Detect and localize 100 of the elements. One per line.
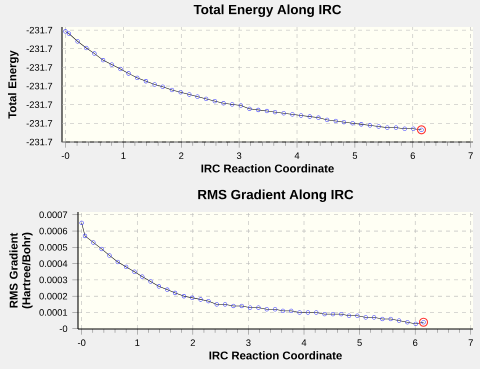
point bbox=[231, 304, 236, 308]
x-tick-label: 1 bbox=[121, 152, 126, 159]
x-tick-label: 7 bbox=[468, 152, 473, 159]
point bbox=[222, 302, 228, 306]
point bbox=[342, 120, 346, 124]
text: -231.7 bbox=[26, 45, 52, 52]
point bbox=[339, 312, 344, 316]
point bbox=[280, 308, 286, 313]
point bbox=[418, 318, 428, 327]
point bbox=[256, 305, 261, 310]
point bbox=[165, 288, 170, 292]
point bbox=[116, 260, 120, 264]
y-tick-label: 0.0005 bbox=[39, 244, 68, 251]
point bbox=[359, 122, 364, 126]
point bbox=[100, 246, 104, 252]
point bbox=[372, 315, 376, 320]
point bbox=[385, 125, 390, 130]
x-axis-title: IRC Reaction Coordinate bbox=[210, 351, 342, 360]
text: -231.7 bbox=[26, 26, 52, 34]
point bbox=[135, 76, 140, 80]
point bbox=[107, 253, 112, 258]
point bbox=[402, 126, 407, 131]
point bbox=[330, 312, 336, 316]
x-tick-label: 3 bbox=[236, 152, 242, 159]
point bbox=[256, 108, 260, 112]
point bbox=[297, 310, 302, 315]
point bbox=[214, 302, 219, 306]
x-tick-label: 6 bbox=[413, 339, 418, 346]
text: -231.7 bbox=[26, 101, 52, 108]
point bbox=[380, 316, 385, 322]
point bbox=[80, 220, 84, 226]
point bbox=[156, 284, 162, 289]
point bbox=[272, 110, 278, 114]
point bbox=[198, 297, 203, 302]
point bbox=[190, 296, 194, 300]
point bbox=[66, 32, 72, 36]
x-tick-label: 4 bbox=[302, 339, 306, 346]
point bbox=[247, 106, 252, 111]
point bbox=[308, 114, 312, 119]
text: -231.7 bbox=[26, 120, 52, 127]
point bbox=[394, 125, 398, 130]
y-tick-label: 0.0002 bbox=[39, 292, 68, 300]
point bbox=[221, 101, 226, 106]
point bbox=[178, 90, 183, 94]
point bbox=[124, 264, 128, 270]
point bbox=[144, 79, 148, 84]
point bbox=[230, 102, 234, 107]
point bbox=[414, 322, 418, 326]
text: -231.7 bbox=[26, 82, 52, 90]
x-tick-label: 4 bbox=[294, 152, 300, 159]
point bbox=[350, 121, 355, 126]
point bbox=[368, 123, 372, 128]
point bbox=[110, 62, 114, 67]
point bbox=[172, 290, 178, 296]
point bbox=[316, 116, 321, 120]
point bbox=[206, 298, 211, 304]
point bbox=[290, 112, 295, 116]
x-tick-label: 2 bbox=[190, 339, 195, 346]
y-tick-label: 0.0001 bbox=[39, 309, 68, 316]
x-tick-label: 5 bbox=[352, 152, 358, 159]
point bbox=[289, 308, 294, 313]
point bbox=[238, 103, 243, 108]
text: -231.7 bbox=[26, 138, 52, 146]
point bbox=[376, 124, 381, 129]
point bbox=[140, 274, 144, 279]
chart-title: RMS Gradient Along IRC bbox=[198, 189, 354, 202]
chart-title: Total Energy Along IRC bbox=[194, 4, 342, 17]
point bbox=[364, 315, 368, 320]
point bbox=[92, 51, 97, 56]
point bbox=[298, 113, 304, 118]
point bbox=[264, 108, 270, 114]
point bbox=[118, 66, 123, 72]
x-axis-title: IRC Reaction Coordinate bbox=[202, 164, 334, 172]
y-tick-label: -0 bbox=[60, 325, 68, 332]
point bbox=[63, 29, 68, 34]
point bbox=[187, 92, 192, 97]
point bbox=[82, 234, 88, 238]
point bbox=[396, 318, 402, 323]
point bbox=[248, 305, 252, 310]
x-tick-label: 1 bbox=[135, 339, 140, 346]
point bbox=[182, 294, 186, 298]
y-tick-label: 0.0007 bbox=[39, 211, 68, 218]
point bbox=[272, 307, 278, 312]
point bbox=[126, 71, 131, 76]
x-tick-label: 7 bbox=[468, 339, 473, 346]
point bbox=[84, 46, 88, 50]
point bbox=[75, 39, 80, 44]
point bbox=[148, 279, 153, 284]
y-tick-label: 0.0003 bbox=[39, 276, 68, 284]
point bbox=[264, 307, 269, 312]
text: -231.7 bbox=[26, 64, 52, 71]
x-tick-label: 2 bbox=[179, 152, 184, 159]
point bbox=[405, 320, 410, 324]
point bbox=[306, 310, 310, 315]
y-axis-title: RMS Gradient (Hartree/Bohr) bbox=[9, 232, 33, 308]
x-tick-label: -0 bbox=[78, 339, 86, 346]
point bbox=[411, 126, 416, 131]
point bbox=[152, 82, 157, 87]
point bbox=[100, 58, 106, 62]
point bbox=[160, 84, 165, 89]
